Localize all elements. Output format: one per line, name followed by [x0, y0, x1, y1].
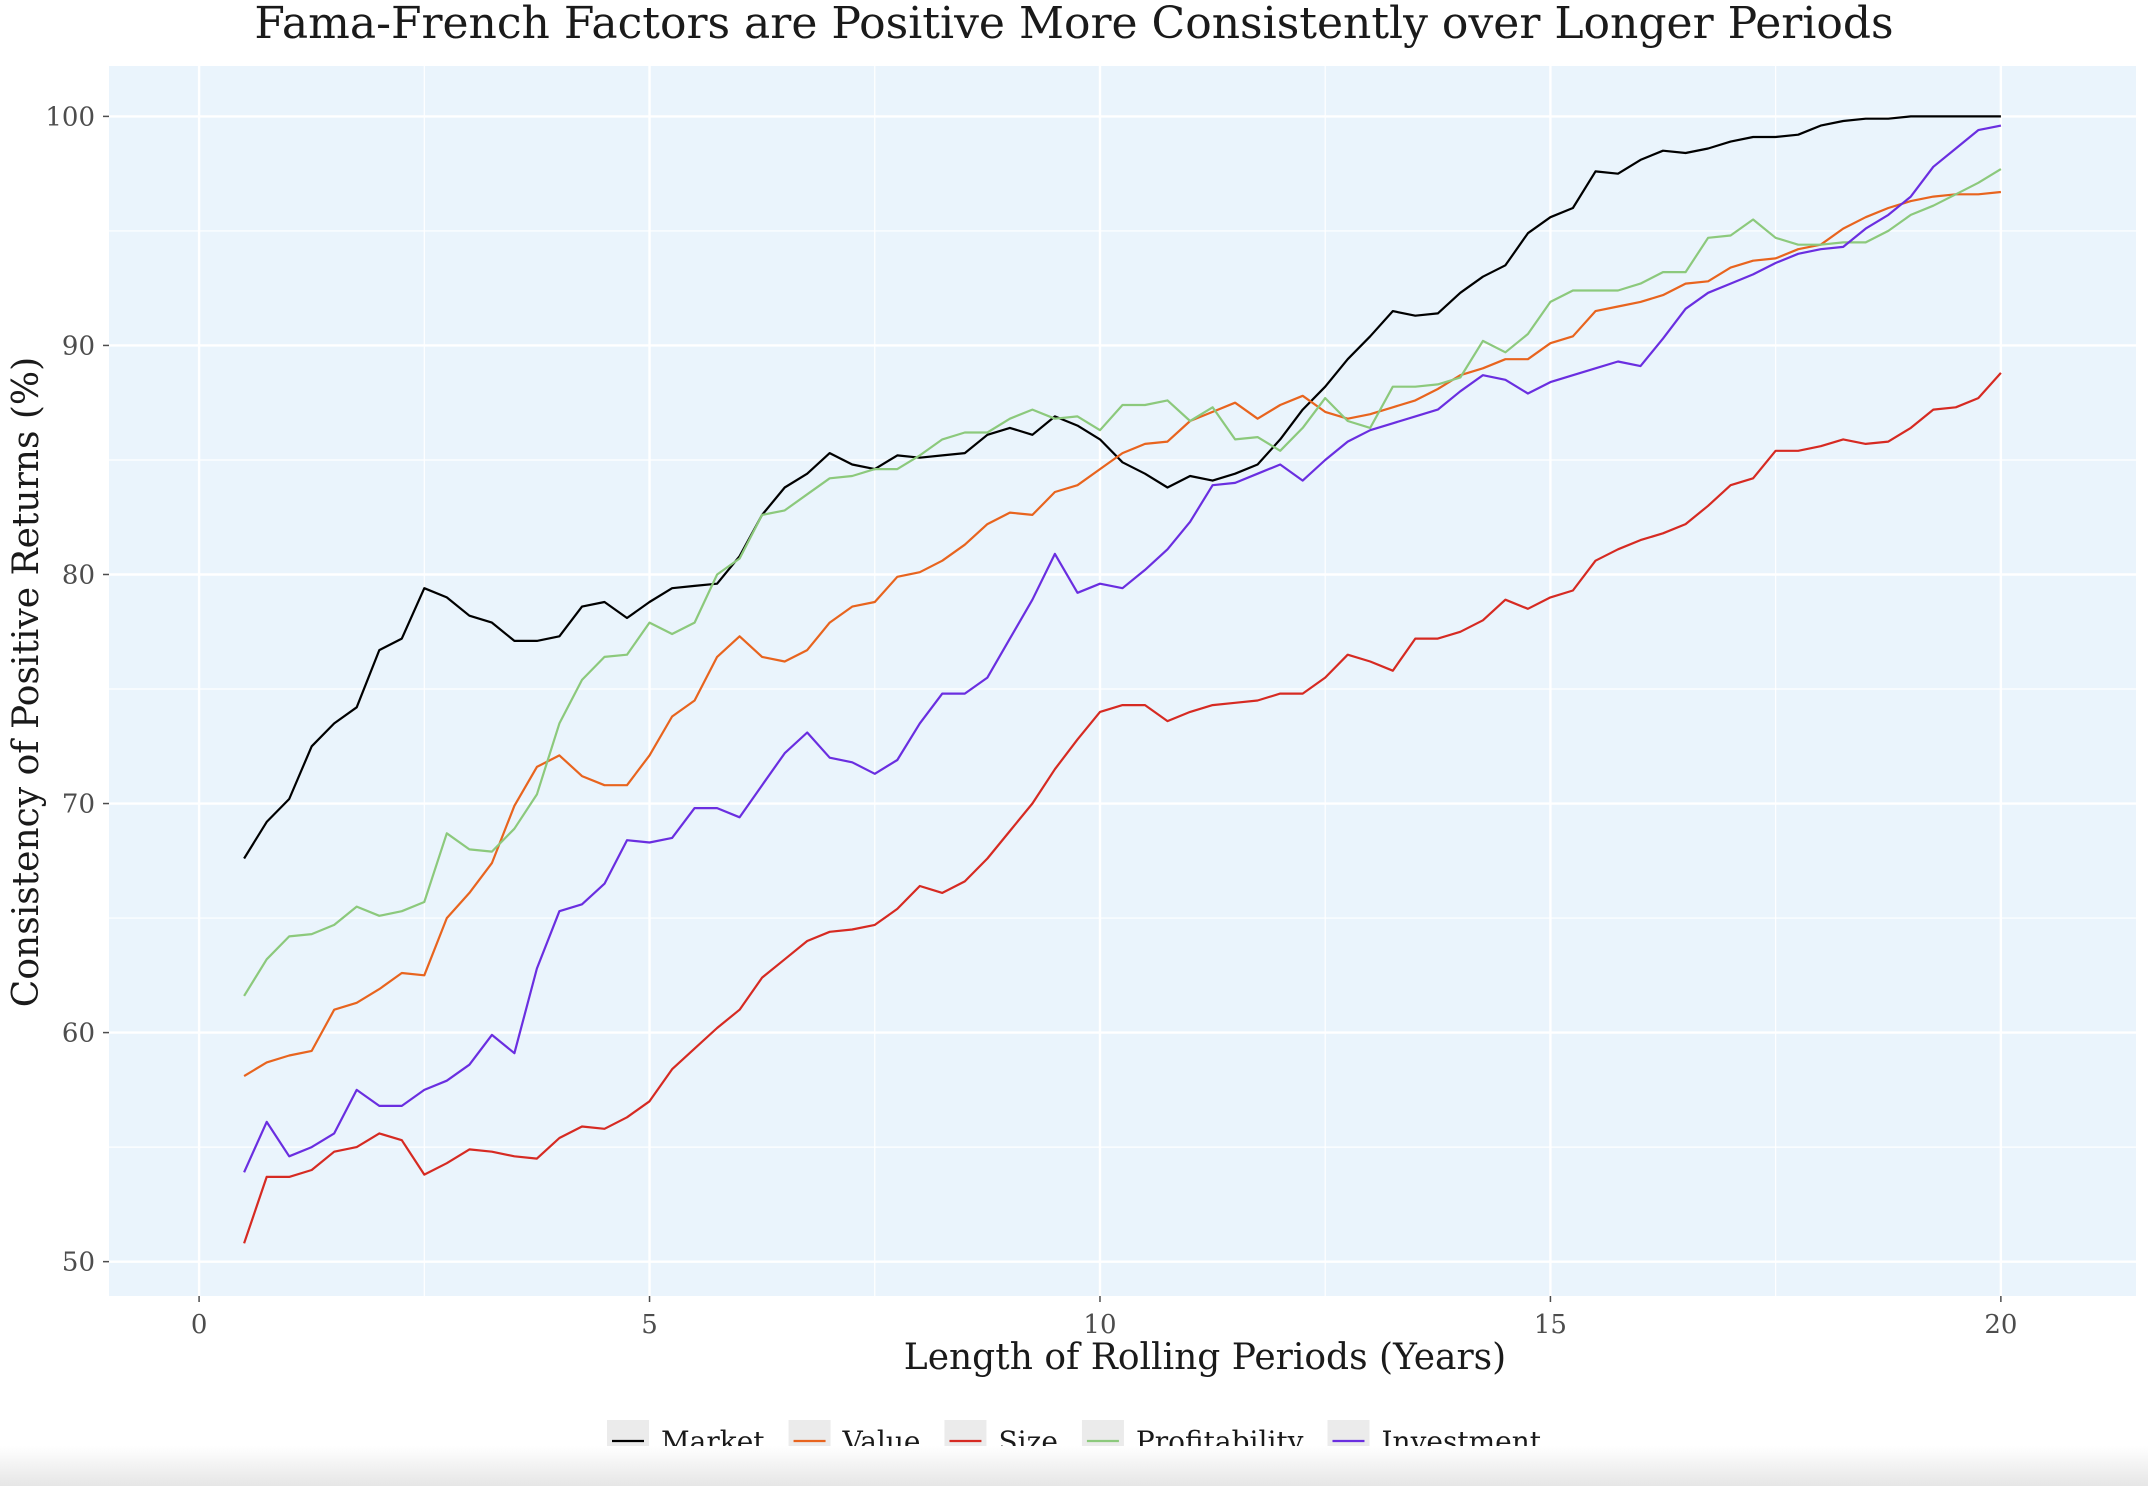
y-tick-label: 80: [62, 560, 95, 590]
y-axis-tick-labels: 50 60 70 80 90 100: [45, 102, 109, 1278]
series-line-value: [243, 190, 2002, 1078]
x-tick-label: 20: [1984, 1310, 2017, 1340]
y-axis-label: Consistency of Positive Returns (%): [6, 357, 47, 1007]
series-line-size: [243, 372, 2002, 1244]
series-line-investment: [243, 124, 2002, 1173]
x-axis-tick-labels: 0 5 10 15 20: [191, 1296, 2017, 1340]
y-tick-label: 90: [62, 331, 95, 361]
series-line-market: [243, 115, 2001, 860]
y-tick-label: 100: [45, 102, 95, 132]
plot-panel: [109, 66, 2136, 1296]
x-tick-label: 10: [1083, 1310, 1116, 1340]
bottom-shade: [0, 1446, 2148, 1486]
x-tick-label: 5: [641, 1310, 658, 1340]
y-tick-label: 70: [62, 790, 95, 820]
x-axis-label: Length of Rolling Periods (Years): [904, 1337, 1506, 1378]
x-tick-label: 15: [1534, 1310, 1567, 1340]
series-line-profitability: [243, 168, 2002, 997]
x-tick-label: 0: [191, 1310, 208, 1340]
series-lines: [243, 115, 2002, 1244]
y-tick-label: 50: [62, 1248, 95, 1278]
y-tick-label: 60: [62, 1019, 95, 1049]
chart-title: Fama-French Factors are Positive More Co…: [254, 0, 1893, 49]
major-gridlines: [109, 66, 2136, 1296]
